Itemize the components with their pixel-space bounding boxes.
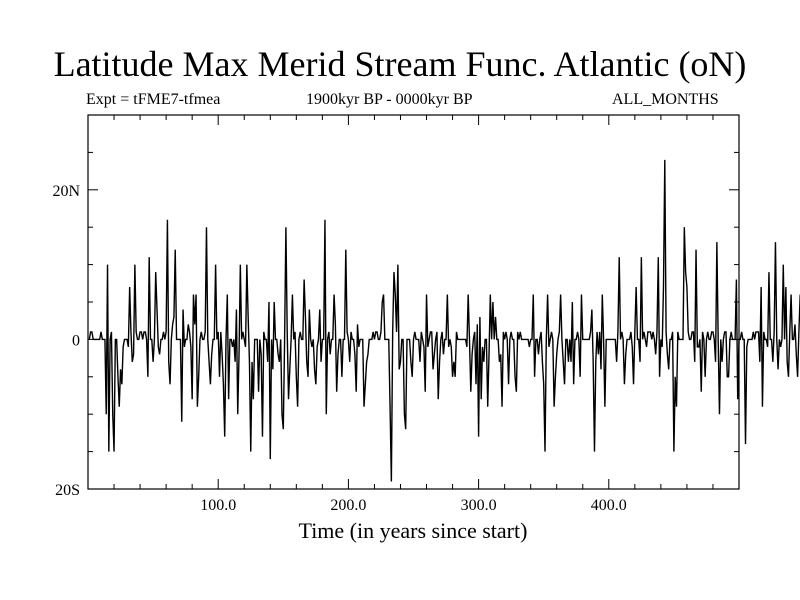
tick-labels: 100.0 200.0 300.0 400.0 20N 0 20S — [52, 183, 626, 514]
x-axis-label: Time (in years since start) — [298, 518, 528, 543]
y-tick-label: 0 — [72, 332, 80, 349]
x-tick-label: 300.0 — [461, 497, 497, 514]
plot-frame — [87, 114, 740, 490]
chart-title: Latitude Max Merid Stream Func. Atlantic… — [53, 44, 747, 84]
x-tick-label: 100.0 — [200, 497, 236, 514]
x-tick-label: 200.0 — [330, 497, 366, 514]
months-label: ALL_MONTHS — [612, 91, 719, 108]
series-layer — [88, 159, 800, 482]
x-tick-label: 400.0 — [591, 497, 627, 514]
y-tick-label: 20N — [52, 183, 80, 200]
time-range-label: 1900kyr BP - 0000kyr BP — [306, 91, 473, 108]
tick-marks — [88, 115, 739, 490]
y-tick-label: 20S — [55, 482, 80, 499]
experiment-label: Expt = tFME7-tfmea — [86, 91, 221, 108]
series-line-1 — [88, 159, 800, 482]
